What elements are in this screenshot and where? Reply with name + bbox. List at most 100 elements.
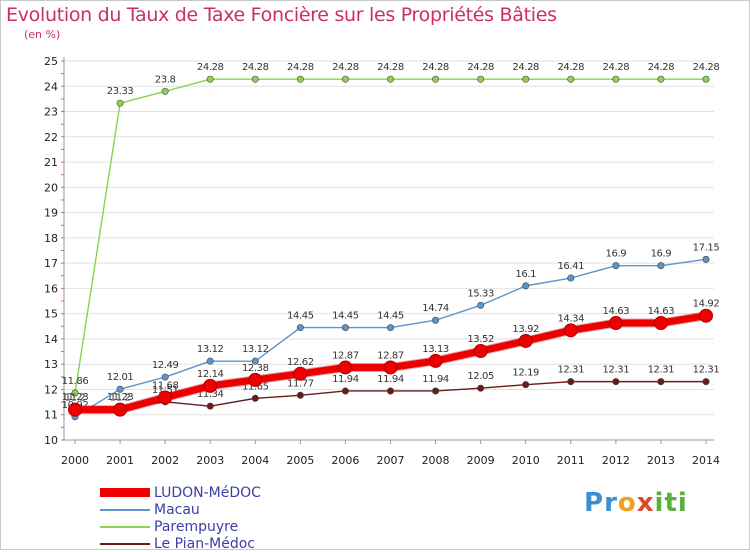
data-point — [699, 308, 713, 323]
logo-letter: r — [604, 488, 618, 518]
data-label: 12.31 — [603, 365, 630, 376]
legend: LUDON-MéDOC Macau Parempuyre Le Pian-Médoc — [100, 484, 261, 552]
data-point — [386, 75, 394, 83]
data-label: 11.86 — [62, 376, 89, 387]
data-label: 13.13 — [422, 344, 449, 355]
data-point — [113, 402, 128, 417]
logo-letter: P — [584, 488, 605, 518]
data-point — [341, 75, 349, 83]
legend-item-parempuyre: Parempuyre — [100, 518, 261, 535]
data-point — [296, 391, 304, 399]
data-point — [206, 402, 214, 410]
data-label: 14.92 — [693, 299, 720, 310]
x-tick-label: 2000 — [61, 454, 89, 467]
data-label: 11.2 — [110, 393, 131, 404]
data-label: 14.34 — [557, 313, 584, 324]
data-label: 11.94 — [332, 374, 359, 385]
x-tick-label: 2012 — [602, 454, 630, 467]
series-line — [74, 78, 707, 394]
x-tick-label: 2014 — [692, 454, 720, 467]
data-label: 14.74 — [422, 303, 449, 314]
legend-label: LUDON-MéDOC — [154, 484, 261, 501]
x-tick-label: 2009 — [467, 454, 495, 467]
legend-item-le-pian-m-doc: Le Pian-Médoc — [100, 535, 261, 552]
data-label: 14.45 — [332, 311, 359, 322]
data-label: 12.62 — [287, 357, 314, 368]
data-label: 11.51 — [152, 385, 179, 396]
y-tick-label: 23 — [44, 106, 58, 119]
data-point — [567, 274, 575, 282]
data-label: 11.2 — [65, 393, 86, 404]
data-label: 23.8 — [155, 74, 176, 85]
data-point — [608, 316, 623, 331]
data-label: 24.28 — [467, 62, 494, 73]
data-label: 12.01 — [107, 372, 134, 383]
data-label: 23.33 — [107, 86, 134, 97]
y-tick-label: 16 — [44, 282, 58, 295]
x-tick-label: 2003 — [196, 454, 224, 467]
data-point — [432, 75, 440, 83]
data-label: 13.12 — [197, 344, 224, 355]
data-point — [386, 387, 394, 395]
data-point — [296, 324, 304, 332]
data-label: 24.28 — [603, 62, 630, 73]
y-tick-label: 19 — [44, 207, 58, 220]
data-point — [522, 75, 530, 83]
data-point — [477, 301, 485, 309]
data-point — [653, 316, 668, 331]
data-point — [116, 385, 124, 393]
data-point — [296, 75, 304, 83]
data-label: 16.9 — [606, 249, 627, 260]
legend-swatch — [100, 508, 150, 511]
data-point — [248, 372, 263, 387]
data-label: 14.45 — [287, 311, 314, 322]
y-tick-label: 12 — [44, 383, 58, 396]
data-label: 11.94 — [422, 374, 449, 385]
data-label: 12.49 — [152, 360, 179, 371]
data-label: 13.52 — [467, 334, 494, 345]
data-point — [251, 357, 259, 365]
y-tick-label: 15 — [44, 308, 58, 321]
data-point — [657, 262, 665, 270]
data-label: 24.28 — [648, 62, 675, 73]
data-label: 16.41 — [557, 261, 584, 272]
data-label: 12.14 — [197, 369, 224, 380]
data-point — [702, 75, 710, 83]
data-label: 24.28 — [422, 62, 449, 73]
data-label: 12.31 — [648, 365, 675, 376]
series-ludon-m-doc: 11.2 11.2 11.68 12.14 12.38 12.62 12.87 12.87 13… — [65, 299, 720, 417]
data-point — [432, 316, 440, 324]
data-label: 13.92 — [512, 324, 539, 335]
data-point — [161, 87, 169, 95]
data-point — [383, 360, 398, 375]
data-label: 12.05 — [467, 371, 494, 382]
data-point — [567, 75, 575, 83]
data-point — [158, 390, 173, 405]
x-tick-label: 2006 — [331, 454, 359, 467]
data-label: 12.87 — [332, 350, 359, 361]
data-label: 16.9 — [651, 249, 672, 260]
y-tick-label: 21 — [44, 156, 58, 169]
logo-letter: i — [677, 488, 688, 518]
data-label: 24.28 — [242, 62, 269, 73]
y-tick-label: 20 — [44, 181, 58, 194]
x-tick-label: 2002 — [151, 454, 179, 467]
data-point — [702, 378, 710, 386]
series-parempuyre: 11.86 23.33 23.8 24.28 24.28 24.28 24.28 24.28 2… — [62, 62, 720, 397]
proxiti-logo: Proxiti — [584, 488, 688, 518]
x-tick-label: 2008 — [422, 454, 450, 467]
data-label: 15.33 — [467, 288, 494, 299]
data-point — [251, 394, 259, 402]
data-point — [386, 324, 394, 332]
legend-swatch — [100, 542, 150, 545]
logo-letter: i — [654, 488, 665, 518]
data-point — [338, 360, 353, 375]
data-point — [428, 353, 443, 368]
legend-label: Parempuyre — [154, 518, 239, 535]
logo-letter: o — [617, 488, 637, 518]
data-label: 12.19 — [512, 368, 539, 379]
x-tick-label: 2004 — [241, 454, 269, 467]
data-label: 11.23 — [107, 392, 134, 403]
data-point — [657, 75, 665, 83]
